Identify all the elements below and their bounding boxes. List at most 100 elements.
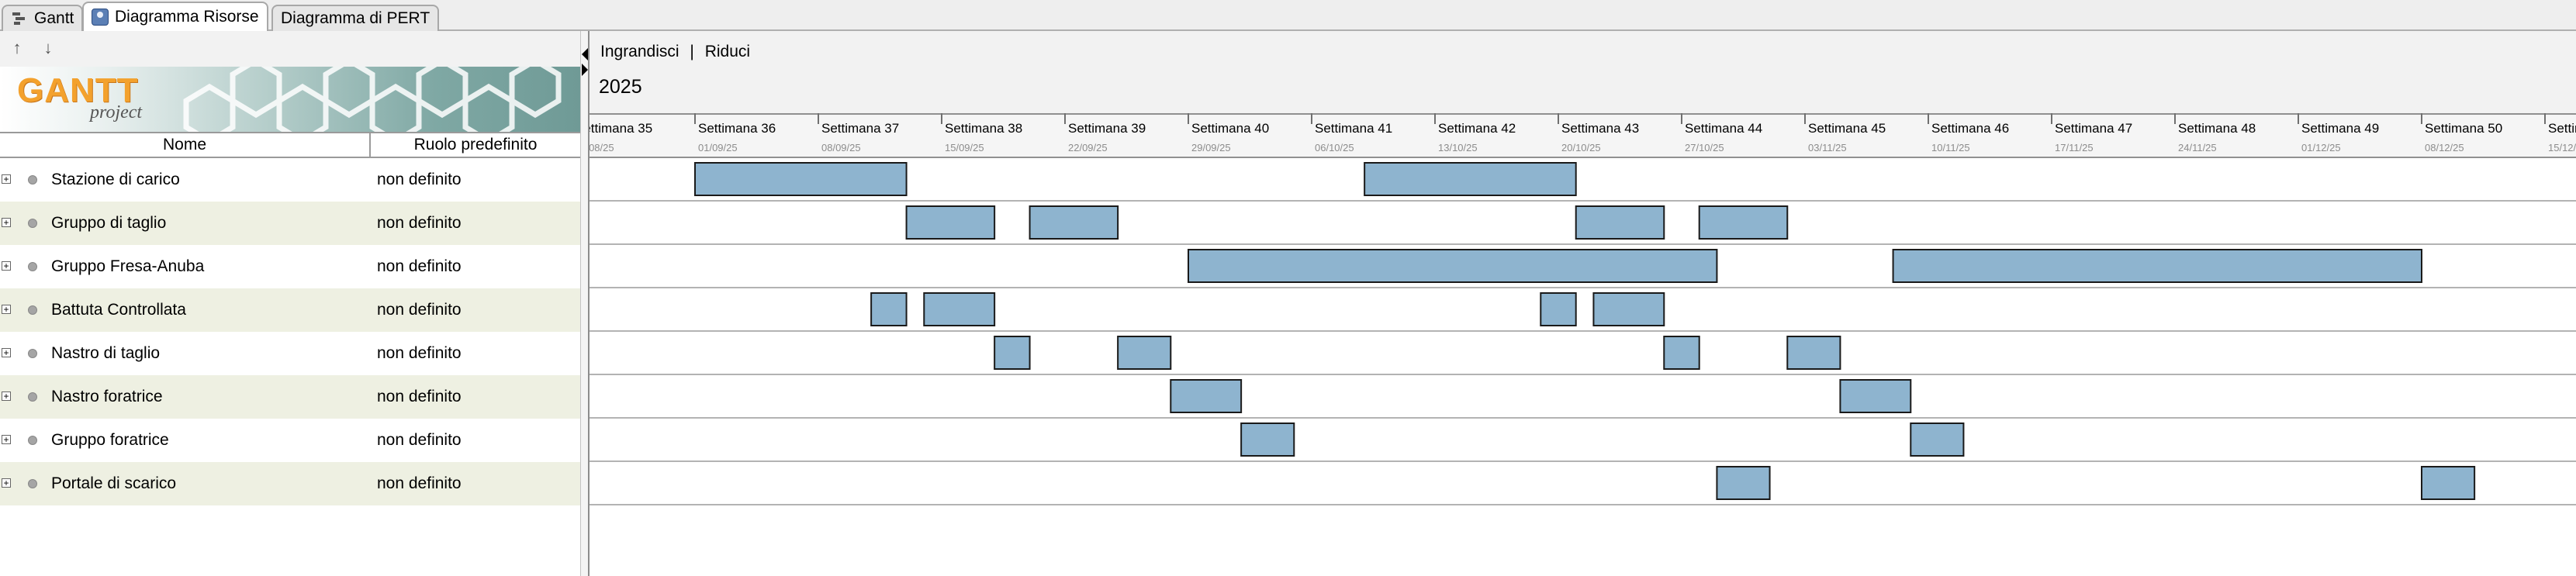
resource-role[interactable]: non definito <box>377 344 462 362</box>
resource-load-bar <box>1364 162 1577 196</box>
week-date-label: 15/09/25 <box>945 142 984 153</box>
week-label: Settimana 37 <box>821 121 899 136</box>
view-tab-bar: Gantt Diagramma Risorse Diagramma di PER… <box>0 0 2576 31</box>
gantt-chart-icon <box>11 10 28 27</box>
resource-name[interactable]: Nastro foratrice <box>51 388 163 405</box>
resource-role[interactable]: non definito <box>377 474 462 492</box>
expand-icon[interactable]: + <box>2 348 11 357</box>
week-label: Settimana 47 <box>2055 121 2132 136</box>
resource-row[interactable]: + Stazione di carico non definito <box>0 158 580 202</box>
tab-pert-chart[interactable]: Diagramma di PERT <box>271 5 440 31</box>
resource-tree-toolbar: ↑ ↓ <box>0 31 580 67</box>
move-down-button[interactable]: ↓ <box>37 37 59 59</box>
week-date-label: 20/10/25 <box>1561 142 1601 153</box>
resource-load-bar <box>1188 249 1718 283</box>
resource-load-bar <box>1540 292 1577 326</box>
resource-load-bar <box>905 205 996 240</box>
week-label: Settimana 45 <box>1808 121 1886 136</box>
resource-bullet-icon <box>28 219 37 228</box>
week-date-label: 03/11/25 <box>1808 142 1847 153</box>
zoom-controls: Ingrandisci | Riduci <box>600 43 750 61</box>
zoom-out-link[interactable]: Riduci <box>704 43 751 60</box>
tab-resource-chart[interactable]: Diagramma Risorse <box>82 2 268 31</box>
resource-row[interactable]: + Nastro di taglio non definito <box>0 332 580 375</box>
timeline-year: 2025 <box>599 76 642 98</box>
resource-load-bar <box>1716 466 1771 500</box>
resource-load-chart-panel: Ingrandisci | Riduci 2025 Settimana 35 25… <box>590 31 2576 576</box>
week-date-label: 25/08/25 <box>590 142 614 153</box>
week-label: Settimana 42 <box>1438 121 1516 136</box>
resource-name[interactable]: Portale di scarico <box>51 474 177 492</box>
resource-load-bar <box>694 162 908 196</box>
panel-splitter[interactable] <box>580 31 590 576</box>
resource-row[interactable]: + Portale di scarico non definito <box>0 462 580 505</box>
collapse-left-icon[interactable] <box>582 48 588 60</box>
resource-chart-icon <box>92 9 109 26</box>
resource-row[interactable]: + Battuta Controllata non definito <box>0 288 580 332</box>
resource-name[interactable]: Gruppo foratrice <box>51 431 169 449</box>
resource-name[interactable]: Gruppo Fresa-Anuba <box>51 257 205 275</box>
resource-bullet-icon <box>28 436 37 445</box>
column-header-name[interactable]: Nome <box>0 133 371 157</box>
resource-role[interactable]: non definito <box>377 171 462 188</box>
tab-gantt[interactable]: Gantt <box>2 5 84 31</box>
week-label: Settimana 48 <box>2178 121 2256 136</box>
resource-bullet-icon <box>28 392 37 402</box>
expand-icon[interactable]: + <box>2 435 11 444</box>
resource-role[interactable]: non definito <box>377 301 462 319</box>
week-date-label: 17/11/25 <box>2055 142 2094 153</box>
expand-icon[interactable]: + <box>2 305 11 314</box>
zoom-in-link[interactable]: Ingrandisci <box>600 43 679 60</box>
chart-row-background <box>590 158 2576 202</box>
resource-load-bar <box>1786 336 1841 370</box>
resource-bullet-icon <box>28 305 37 315</box>
tab-gantt-label: Gantt <box>34 9 74 27</box>
resource-bullet-icon <box>28 262 37 271</box>
resource-name[interactable]: Gruppo di taglio <box>51 214 167 232</box>
resource-load-bar <box>923 292 996 326</box>
resource-role[interactable]: non definito <box>377 388 462 405</box>
resource-row[interactable]: + Gruppo di taglio non definito <box>0 202 580 245</box>
resource-row[interactable]: + Gruppo Fresa-Anuba non definito <box>0 245 580 288</box>
week-date-label: 24/11/25 <box>2178 142 2217 153</box>
resource-role[interactable]: non definito <box>377 257 462 275</box>
resource-name[interactable]: Stazione di carico <box>51 171 180 188</box>
resource-row[interactable]: + Gruppo foratrice non definito <box>0 419 580 462</box>
week-label: Settimana 39 <box>1068 121 1146 136</box>
resource-role[interactable]: non definito <box>377 214 462 232</box>
resource-name[interactable]: Battuta Controllata <box>51 301 186 319</box>
resource-load-bar <box>1240 423 1295 457</box>
week-label: Settimana 36 <box>698 121 776 136</box>
week-label: Settimana 46 <box>1931 121 2009 136</box>
resource-load-bar <box>1892 249 2422 283</box>
timeline-header <box>590 113 2576 158</box>
expand-icon[interactable]: + <box>2 478 11 488</box>
week-date-label: 13/10/25 <box>1438 142 1478 153</box>
resource-role[interactable]: non definito <box>377 431 462 449</box>
tab-pert-chart-label: Diagramma di PERT <box>281 9 430 27</box>
collapse-right-icon[interactable] <box>582 64 588 76</box>
chart-row-background <box>590 375 2576 419</box>
chart-row-background <box>590 288 2576 332</box>
week-date-label: 15/12/25 <box>2548 142 2576 153</box>
expand-icon[interactable]: + <box>2 174 11 184</box>
resource-row[interactable]: + Nastro foratrice non definito <box>0 375 580 419</box>
week-date-label: 29/09/25 <box>1191 142 1231 153</box>
week-label: Settimana 51 <box>2548 121 2576 136</box>
week-date-label: 22/09/25 <box>1068 142 1108 153</box>
week-date-label: 01/12/25 <box>2301 142 2341 153</box>
resource-name[interactable]: Nastro di taglio <box>51 344 161 362</box>
resource-load-chart: Settimana 35 25/08/25 Settimana 36 01/09/25… <box>590 113 2576 505</box>
expand-icon[interactable]: + <box>2 261 11 271</box>
expand-icon[interactable]: + <box>2 391 11 401</box>
move-up-button[interactable]: ↑ <box>6 37 28 59</box>
zoom-separator: | <box>690 43 694 60</box>
week-label: Settimana 40 <box>1191 121 1269 136</box>
column-header-role[interactable]: Ruolo predefinito <box>413 136 538 153</box>
week-label: Settimana 35 <box>590 121 652 136</box>
resource-tree-panel: ↑ ↓ GANTT project Nome Ruolo predefinito… <box>0 31 580 576</box>
week-date-label: 06/10/25 <box>1315 142 1354 153</box>
resource-load-bar <box>994 336 1031 370</box>
week-date-label: 10/11/25 <box>1931 142 1970 153</box>
expand-icon[interactable]: + <box>2 218 11 227</box>
